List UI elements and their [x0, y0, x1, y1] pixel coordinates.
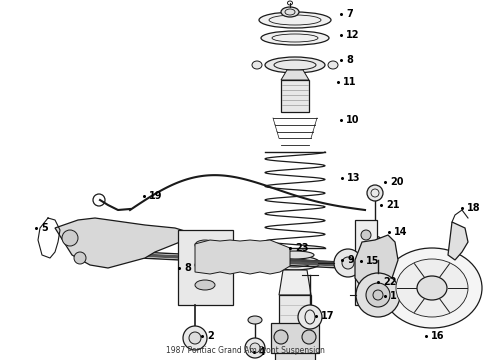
Ellipse shape — [417, 276, 447, 300]
Bar — [275, 350, 315, 360]
Text: 22: 22 — [383, 277, 396, 287]
Text: 13: 13 — [347, 173, 361, 183]
Ellipse shape — [195, 260, 215, 270]
Text: 12: 12 — [346, 30, 360, 40]
Ellipse shape — [270, 256, 320, 270]
Ellipse shape — [276, 251, 314, 259]
Bar — [271, 323, 319, 353]
Text: 8: 8 — [184, 263, 191, 273]
Bar — [281, 80, 309, 112]
Ellipse shape — [248, 316, 262, 324]
Circle shape — [250, 343, 260, 353]
Ellipse shape — [259, 12, 331, 28]
Bar — [355, 220, 377, 305]
Text: 17: 17 — [321, 311, 335, 321]
Text: 10: 10 — [346, 115, 360, 125]
Ellipse shape — [195, 280, 215, 290]
Text: 21: 21 — [386, 200, 399, 210]
Ellipse shape — [382, 248, 482, 328]
Ellipse shape — [195, 240, 215, 250]
Circle shape — [361, 245, 371, 255]
Ellipse shape — [281, 7, 299, 17]
Bar — [279, 295, 311, 350]
Text: 11: 11 — [343, 77, 357, 87]
Circle shape — [298, 305, 322, 329]
Text: 16: 16 — [431, 331, 444, 341]
Circle shape — [183, 326, 207, 350]
Text: 18: 18 — [467, 203, 481, 213]
Circle shape — [356, 273, 400, 317]
Circle shape — [189, 332, 201, 344]
Circle shape — [74, 252, 86, 264]
Ellipse shape — [328, 61, 338, 69]
Ellipse shape — [396, 259, 468, 317]
Circle shape — [62, 230, 78, 246]
Ellipse shape — [265, 57, 325, 73]
Text: 8: 8 — [346, 55, 353, 65]
Circle shape — [373, 290, 383, 300]
Circle shape — [367, 185, 383, 201]
Circle shape — [245, 338, 265, 358]
Polygon shape — [281, 70, 309, 80]
Text: 1987 Pontiac Grand Am Front Suspension: 1987 Pontiac Grand Am Front Suspension — [166, 346, 324, 355]
Text: 20: 20 — [390, 177, 403, 187]
Text: 9: 9 — [347, 255, 354, 265]
Text: 15: 15 — [366, 256, 379, 266]
Circle shape — [361, 290, 371, 300]
Polygon shape — [55, 218, 188, 268]
Polygon shape — [355, 235, 398, 292]
Polygon shape — [279, 270, 311, 295]
Text: 5: 5 — [41, 223, 48, 233]
Circle shape — [302, 330, 316, 344]
Circle shape — [274, 330, 288, 344]
Circle shape — [342, 257, 354, 269]
Polygon shape — [195, 240, 290, 274]
Circle shape — [361, 275, 371, 285]
Circle shape — [361, 260, 371, 270]
Circle shape — [334, 249, 362, 277]
Polygon shape — [448, 222, 468, 260]
Text: 2: 2 — [207, 331, 214, 341]
Text: 23: 23 — [295, 243, 309, 253]
Circle shape — [367, 236, 383, 252]
Bar — [178, 230, 233, 305]
Circle shape — [361, 230, 371, 240]
Text: 7: 7 — [346, 9, 353, 19]
Ellipse shape — [261, 31, 329, 45]
Text: 4: 4 — [259, 347, 266, 357]
Circle shape — [366, 283, 390, 307]
Text: 1: 1 — [390, 291, 397, 301]
Text: 19: 19 — [149, 191, 163, 201]
Ellipse shape — [252, 61, 262, 69]
Text: 14: 14 — [394, 227, 408, 237]
